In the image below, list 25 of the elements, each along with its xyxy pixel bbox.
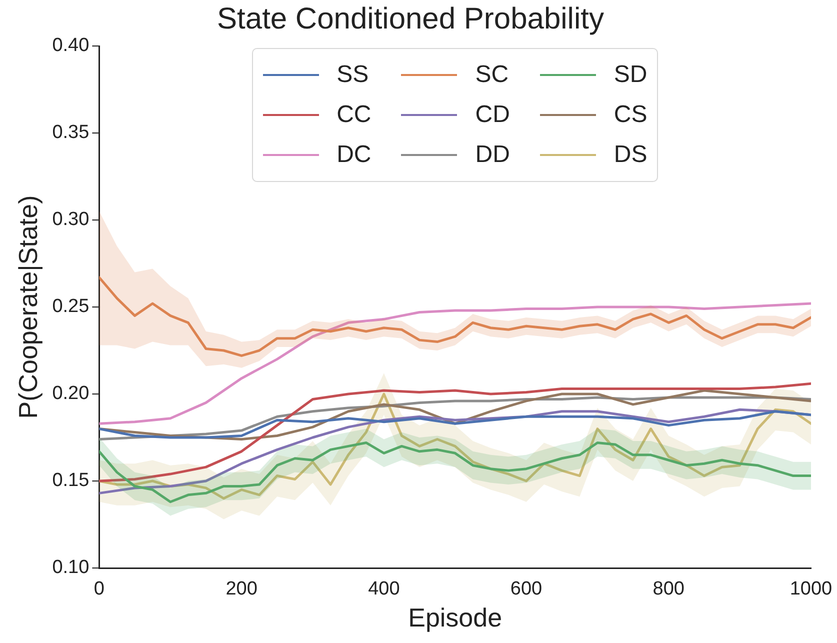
legend-label: DS xyxy=(614,141,648,169)
y-tick-label: 0.15 xyxy=(52,470,90,492)
legend-label: CD xyxy=(475,101,510,129)
x-axis-title: Episode xyxy=(408,602,502,633)
x-tick-label: 1000 xyxy=(790,578,832,600)
y-tick-label: 0.25 xyxy=(52,296,90,318)
y-tick-label: 0.40 xyxy=(52,35,90,56)
x-tick-label: 200 xyxy=(226,578,258,600)
legend-label: CC xyxy=(336,101,372,129)
x-tick-label: 800 xyxy=(652,578,684,600)
chart-title: State Conditioned Probability xyxy=(217,2,604,36)
y-tick-label: 0.35 xyxy=(52,122,90,144)
y-axis-title: P(Cooperate|State) xyxy=(12,195,43,419)
legend-label: DC xyxy=(336,141,372,169)
x-tick-label: 600 xyxy=(510,578,542,600)
y-tick-label: 0.20 xyxy=(52,383,90,404)
y-tick-label: 0.30 xyxy=(52,209,90,230)
legend-label: DD xyxy=(475,141,510,169)
x-tick-label: 0 xyxy=(94,578,104,600)
x-tick-label: 400 xyxy=(368,578,400,600)
legend-label: SD xyxy=(614,61,648,89)
legend-label: SC xyxy=(475,61,509,89)
y-tick-label: 0.10 xyxy=(52,557,90,578)
legend-label: CS xyxy=(614,101,648,129)
legend-label: SS xyxy=(336,61,369,89)
